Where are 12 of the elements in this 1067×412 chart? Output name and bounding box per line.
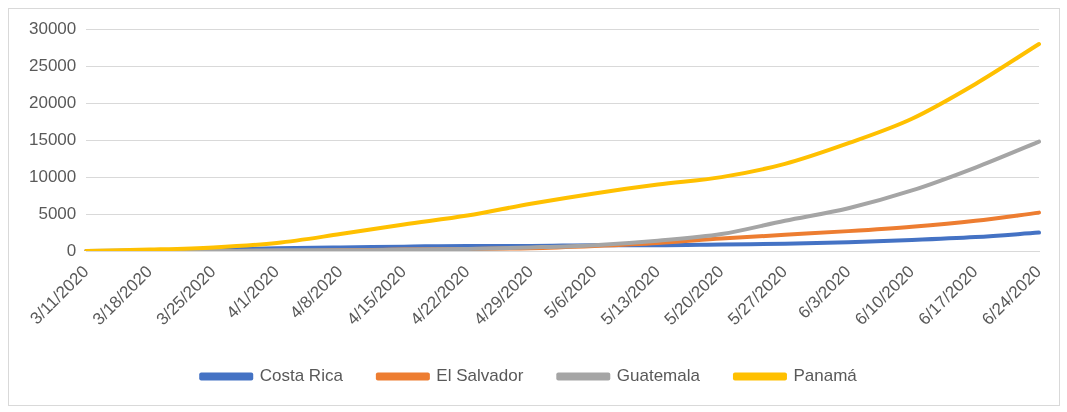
y-tick-label: 25000: [28, 55, 77, 75]
y-tick-label: 15000: [28, 129, 77, 149]
legend-label: El Salvador: [436, 366, 524, 386]
legend-label: Costa Rica: [259, 366, 344, 386]
y-tick-label: 5000: [38, 203, 77, 223]
legend-label: Guatemala: [616, 366, 701, 386]
legend-label: Panamá: [793, 366, 858, 386]
y-tick-label: 10000: [28, 166, 77, 186]
y-tick-label: 30000: [28, 18, 77, 38]
y-tick-label: 0: [66, 240, 77, 260]
line-series: [84, 41, 1041, 252]
y-tick-label: 20000: [28, 92, 77, 112]
